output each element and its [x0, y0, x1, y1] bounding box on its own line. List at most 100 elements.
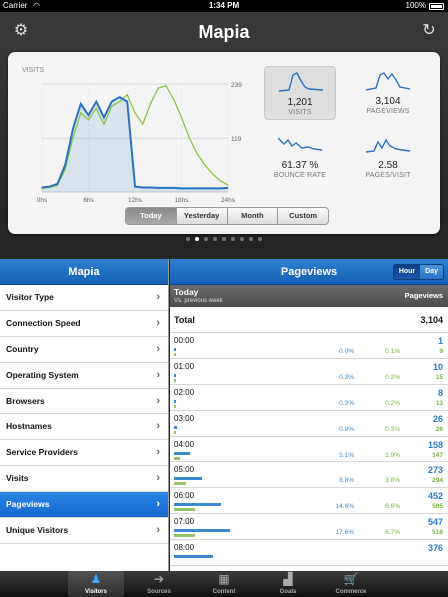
data-point: [196, 152, 198, 155]
total-value: 3,104: [420, 315, 443, 325]
data-point: [126, 94, 128, 96]
list-item-label: Service Providers: [6, 447, 78, 458]
chevron-right-icon: ›: [156, 291, 160, 303]
table-row[interactable]: 03:00 0.8% 0.3% 26 26: [170, 411, 448, 437]
today-percent: 14.6%: [335, 503, 354, 511]
period-custom[interactable]: Custom: [289, 211, 318, 220]
data-point: [142, 123, 144, 125]
tab-bar: ♟ Visitors ➔ Sources ▦ Content ▟ Goals 🛒…: [0, 571, 448, 597]
page-dot: [240, 237, 244, 241]
list-item-country[interactable]: Country ›: [0, 337, 168, 363]
table-row[interactable]: 07:00 17.6% 6.7% 547 516: [170, 514, 448, 541]
period-today[interactable]: Today: [126, 208, 177, 224]
toggle-day[interactable]: Day: [420, 265, 443, 279]
list-item-label: Unique Visitors: [6, 525, 69, 536]
list-item-service-providers[interactable]: Service Providers ›: [0, 440, 168, 467]
table-row[interactable]: 08:00 376: [170, 540, 448, 567]
data-point: [204, 187, 206, 189]
period-yesterday[interactable]: Yesterday: [177, 208, 228, 224]
data-point: [180, 116, 183, 119]
metric-bounce-rate[interactable]: 61.37 % BOUNCE RATE: [264, 130, 336, 184]
previous-percent: 1.9%: [385, 451, 400, 459]
table-row[interactable]: 06:00 14.6% 6.6% 452 505: [170, 488, 448, 515]
table-row[interactable]: 04:00 5.1% 1.9% 158 147: [170, 437, 448, 463]
metric-pageviews[interactable]: 3,104 PAGEVIEWS: [352, 66, 424, 120]
data-point: [165, 187, 167, 189]
previous-percent: 0.1%: [385, 348, 400, 355]
tab-sources[interactable]: ➔ Sources: [131, 571, 187, 597]
today-value: 452: [427, 491, 443, 502]
list-item-label: Connection Speed: [6, 317, 81, 328]
list-item-label: Pageviews: [6, 499, 50, 510]
list-item-browsers[interactable]: Browsers ›: [0, 389, 168, 415]
previous-percent: 6.7%: [385, 529, 400, 537]
hour-label: 08:00: [174, 543, 195, 553]
bounce-sparkline-icon: [278, 137, 322, 151]
section-subtitle: Vs. previous week: [174, 298, 223, 304]
data-point: [227, 187, 229, 189]
table-row[interactable]: 02:00 0.3% 0.2% 8 13: [170, 385, 448, 411]
today-share-bar: [174, 503, 221, 507]
today-share-bar: [174, 348, 176, 351]
report-list-pane: Mapia Visitor Type › Connection Speed › Co…: [0, 259, 169, 571]
table-row[interactable]: 01:00 0.3% 0.2% 10 15: [170, 359, 448, 385]
data-point: [165, 85, 167, 87]
today-value: 10: [432, 361, 443, 372]
today-share-bar: [174, 425, 177, 429]
gear-icon[interactable]: ⚙: [13, 22, 29, 39]
list-item-operating-system[interactable]: Operating System ›: [0, 363, 168, 389]
list-item-visitor-type[interactable]: Visitor Type ›: [0, 285, 168, 311]
today-share-bar: [174, 451, 191, 455]
hour-label: 06:00: [174, 491, 195, 501]
tab-commerce[interactable]: 🛒 Commerce: [323, 571, 379, 597]
right-nav-title: Pageviews: [280, 266, 338, 278]
list-item-connection-speed[interactable]: Connection Speed ›: [0, 311, 168, 337]
period-selector: Today Yesterday Month Custom: [125, 207, 329, 225]
tab-label: Visitors: [85, 589, 107, 595]
previous-value: 13: [435, 399, 443, 407]
hour-label: 02:00: [174, 387, 195, 397]
tab-visitors[interactable]: ♟ Visitors: [68, 571, 124, 597]
metric-value: 3,104: [375, 96, 401, 107]
list-item-pageviews[interactable]: Pageviews ›: [0, 492, 168, 519]
today-share-bar: [174, 529, 231, 533]
list-item-visits[interactable]: Visits ›: [0, 466, 168, 493]
previous-value: 516: [432, 529, 443, 537]
previous-value: 15: [435, 373, 443, 381]
page-indicator[interactable]: [0, 237, 448, 241]
data-point: [87, 119, 90, 121]
previous-share-bar: [174, 378, 176, 382]
tab-content[interactable]: ▦ Content: [196, 571, 252, 597]
data-point: [41, 186, 43, 189]
page-dot: [213, 237, 217, 241]
today-value: 273: [427, 465, 443, 476]
data-point: [157, 87, 159, 89]
previous-share-bar: [174, 534, 196, 538]
previous-value: 294: [432, 477, 443, 485]
previous-value: 147: [432, 451, 443, 459]
today-percent: 8.8%: [339, 477, 354, 485]
toggle-hour[interactable]: Hour: [393, 265, 421, 279]
table-row[interactable]: 00:00 0.0% 0.1% 1 9: [170, 333, 448, 359]
list-item-label: Visits: [6, 473, 29, 484]
tab-label: Content: [212, 589, 236, 595]
list-item-hostnames[interactable]: Hostnames ›: [0, 414, 168, 441]
metric-value: 61.37 %: [281, 160, 319, 171]
previous-value: 9: [439, 348, 443, 355]
data-point: [49, 185, 51, 188]
tab-goals[interactable]: ▟ Goals: [260, 571, 316, 597]
hour-label: 05:00: [174, 465, 195, 475]
period-month[interactable]: Month: [228, 208, 279, 224]
metric-pages-per-visit[interactable]: 2.58 PAGES/VISIT: [352, 130, 424, 184]
today-value: 376: [427, 543, 443, 554]
page-dot: [222, 237, 226, 241]
today-percent: 0.3%: [339, 373, 354, 381]
table-row[interactable]: 05:00 8.8% 3.8% 273 294: [170, 462, 448, 489]
list-item-unique-visitors[interactable]: Unique Visitors ›: [0, 518, 168, 544]
data-point: [111, 105, 113, 107]
today-percent: 5.1%: [339, 451, 354, 459]
battery-icon: [429, 3, 444, 10]
refresh-icon[interactable]: ↻: [422, 22, 436, 39]
metric-visits[interactable]: 1,201 VISITS: [264, 66, 336, 120]
today-area: [42, 97, 228, 192]
